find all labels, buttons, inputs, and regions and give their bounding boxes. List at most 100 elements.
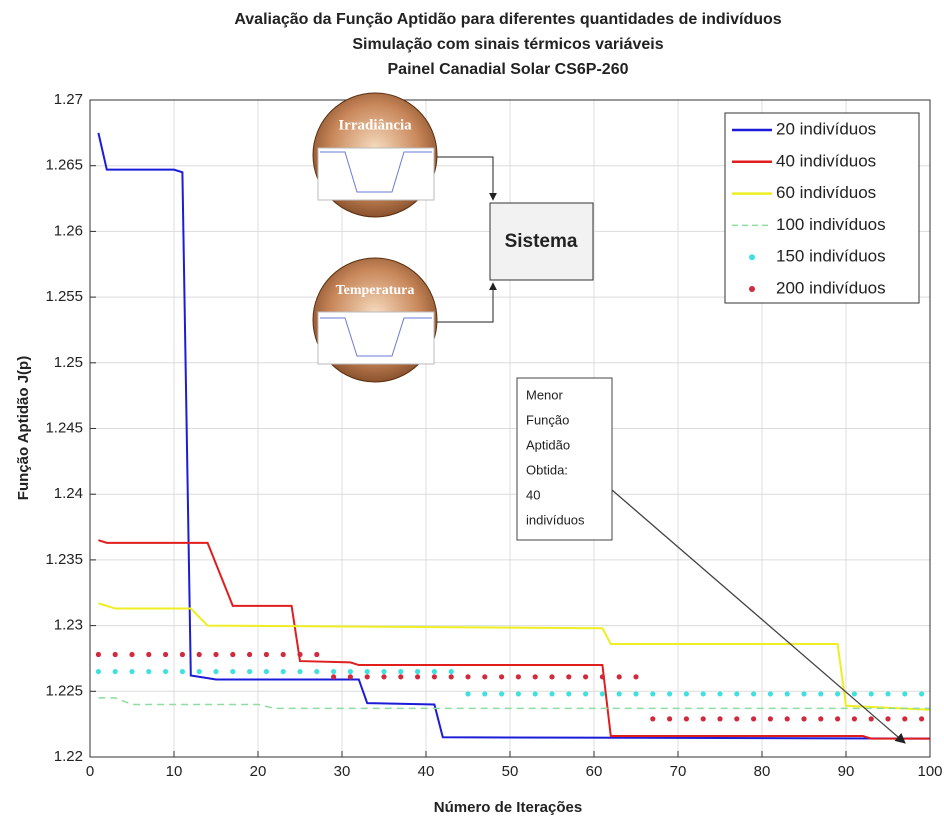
x-tick-label: 10 xyxy=(166,763,183,780)
y-tick-label: 1.225 xyxy=(45,682,83,699)
data-point xyxy=(851,691,858,697)
data-point xyxy=(616,691,622,697)
data-point xyxy=(95,668,101,675)
mini-curve xyxy=(320,151,432,193)
legend-label: 150 indivíduos xyxy=(776,247,886,266)
data-point xyxy=(835,716,841,722)
data-point xyxy=(767,716,774,722)
data-point xyxy=(364,668,370,675)
data-point xyxy=(700,691,706,697)
y-tick-label: 1.26 xyxy=(54,222,83,239)
data-point xyxy=(163,651,169,658)
data-point xyxy=(667,691,673,697)
data-point xyxy=(482,691,488,697)
y-tick-label: 1.23 xyxy=(54,617,83,634)
data-point xyxy=(650,716,656,722)
x-tick-label: 50 xyxy=(502,763,519,780)
data-point xyxy=(633,691,639,697)
legend-symbol xyxy=(749,286,755,292)
data-point xyxy=(734,691,740,697)
data-point xyxy=(347,674,353,680)
titles: Avaliação da Função Aptidão para diferen… xyxy=(234,11,781,78)
y-tick-label: 1.235 xyxy=(45,551,83,568)
data-point xyxy=(599,691,606,697)
chart-title: Avaliação da Função Aptidão para diferen… xyxy=(234,11,781,28)
data-point xyxy=(196,668,202,675)
data-point xyxy=(532,691,538,697)
data-point xyxy=(549,691,555,697)
annotation-text: Obtida: xyxy=(526,462,568,477)
data-point xyxy=(297,651,303,658)
data-point xyxy=(213,651,219,658)
data-point xyxy=(415,674,421,680)
data-point xyxy=(599,674,606,680)
data-point xyxy=(314,651,320,658)
data-point xyxy=(767,691,774,697)
x-tick-label: 100 xyxy=(917,763,942,780)
series-line xyxy=(98,602,931,711)
data-point xyxy=(818,691,824,697)
annotation-arrow xyxy=(611,489,906,744)
series-line xyxy=(98,697,930,710)
data-point xyxy=(196,651,202,658)
series-line xyxy=(97,132,931,740)
data-point xyxy=(919,716,925,722)
data-point xyxy=(868,716,874,722)
data-point xyxy=(566,691,572,697)
data-point xyxy=(532,674,538,680)
data-point xyxy=(129,651,135,658)
annotation-text: indivíduos xyxy=(526,512,585,527)
data-point xyxy=(919,691,925,697)
legend-label: 40 indivíduos xyxy=(776,151,876,170)
data-point xyxy=(717,691,723,697)
data-point xyxy=(381,668,387,675)
arrow xyxy=(437,156,497,201)
data-point xyxy=(902,691,908,697)
data-point xyxy=(163,668,169,675)
data-point xyxy=(902,716,908,722)
data-point xyxy=(381,674,387,680)
annotation-text: Função xyxy=(526,412,569,427)
annotation-text: 40 xyxy=(526,487,540,502)
y-tick-label: 1.245 xyxy=(45,419,83,436)
data-point xyxy=(129,668,135,675)
legend-box xyxy=(724,112,920,304)
data-point xyxy=(801,691,807,697)
x-tick-label: 40 xyxy=(418,763,435,780)
data-point xyxy=(263,651,269,658)
data-point xyxy=(650,691,656,697)
data-point xyxy=(179,651,185,658)
data-point xyxy=(515,691,522,697)
input-label: Temperatura xyxy=(336,283,415,298)
data-point xyxy=(297,668,303,675)
data-point xyxy=(280,668,286,675)
data-point xyxy=(95,651,101,658)
inset-diagram: Irradiância Temperatura Sistema xyxy=(312,92,594,383)
data-point xyxy=(885,691,891,697)
data-point xyxy=(801,716,807,722)
y-tick-label: 1.265 xyxy=(45,157,83,174)
data-point xyxy=(851,716,858,722)
annotation-box xyxy=(516,377,613,541)
mini-plot xyxy=(317,311,435,365)
data-point xyxy=(398,674,404,680)
data-point xyxy=(633,674,639,680)
y-tick-label: 1.25 xyxy=(54,354,83,371)
data-point xyxy=(784,691,790,697)
data-point xyxy=(280,651,286,658)
data-point xyxy=(146,668,152,675)
series-line xyxy=(98,539,930,740)
data-point xyxy=(499,691,505,697)
data-point xyxy=(751,691,757,697)
legend-label: 200 indivíduos xyxy=(776,278,886,297)
chart-title: Painel Canadial Solar CS6P-260 xyxy=(388,61,629,78)
data-point xyxy=(784,716,790,722)
y-tick-label: 1.255 xyxy=(45,288,83,305)
data-point xyxy=(868,691,874,697)
x-tick-label: 20 xyxy=(250,763,267,780)
data-point xyxy=(448,674,454,680)
system-block xyxy=(489,202,594,281)
data-point xyxy=(465,674,471,680)
data-point xyxy=(499,674,505,680)
annotation-text: Aptidão xyxy=(526,437,570,452)
